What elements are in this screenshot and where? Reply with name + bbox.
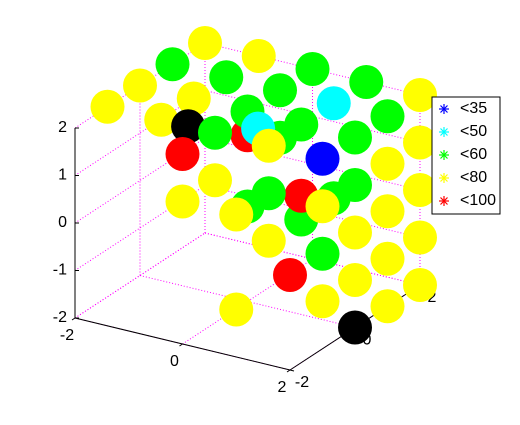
legend-marker [439, 150, 449, 160]
point [305, 284, 340, 319]
point [316, 86, 351, 121]
point [123, 68, 157, 103]
grid-line [139, 275, 356, 328]
point [370, 146, 405, 181]
point [176, 81, 211, 116]
point [188, 26, 222, 60]
x-tick [179, 343, 183, 347]
point [403, 268, 437, 302]
point [251, 176, 286, 211]
z-tick-label: 1 [58, 167, 67, 184]
point [155, 47, 190, 82]
legend-marker-stroke [440, 128, 448, 136]
z-tick-label: 0 [58, 214, 67, 231]
point [251, 128, 286, 163]
point [370, 289, 405, 324]
legend-marker-stroke [440, 197, 448, 205]
legend-marker-stroke [440, 105, 448, 113]
x-tick-label: -2 [60, 327, 74, 344]
legend-label: <80 [460, 169, 487, 186]
point [263, 73, 297, 108]
point [370, 194, 405, 229]
point [273, 258, 307, 292]
point [198, 115, 232, 150]
grid-line [204, 232, 421, 286]
y-tick-label: -2 [295, 374, 309, 391]
y-tick [289, 369, 295, 372]
point [219, 292, 254, 327]
x-tick-label: 2 [278, 379, 287, 396]
legend-marker [439, 104, 449, 114]
point [403, 78, 437, 112]
legend-marker-stroke [440, 151, 448, 159]
point [198, 163, 232, 198]
y-tick-label: 0 [363, 332, 372, 349]
point [338, 215, 372, 250]
x-tick [71, 317, 76, 321]
point [305, 189, 340, 224]
point [284, 107, 319, 142]
x-tick-label: 0 [170, 353, 179, 370]
point [403, 220, 437, 255]
grid-line [74, 232, 206, 319]
z-tick-label: -1 [53, 262, 67, 279]
point [338, 310, 372, 345]
y-tick-label: 2 [428, 289, 437, 306]
point [165, 184, 200, 219]
legend-label: <100 [460, 192, 496, 209]
legend-label: <50 [460, 123, 487, 140]
point [338, 263, 372, 297]
legend-marker [439, 173, 449, 183]
point [241, 39, 276, 73]
legend-marker-stroke [440, 174, 448, 182]
point [219, 197, 254, 232]
point [165, 137, 200, 171]
point [295, 52, 330, 86]
legend-marker [439, 127, 449, 137]
legend-label: <60 [460, 146, 487, 163]
point [370, 241, 405, 276]
point [370, 99, 405, 134]
point [251, 223, 286, 258]
point [403, 125, 437, 160]
point [403, 173, 437, 207]
z-tick-label: 2 [58, 119, 67, 136]
point [171, 109, 206, 144]
point [209, 60, 244, 95]
point [144, 102, 179, 137]
legend-marker [439, 196, 449, 206]
grid-line [204, 42, 421, 96]
x-tick [286, 369, 291, 373]
point [90, 89, 125, 124]
point [305, 141, 340, 176]
point [338, 120, 372, 155]
legend-label: <35 [460, 100, 487, 117]
z-tick-label: -2 [53, 309, 67, 326]
point [305, 236, 340, 271]
point [349, 65, 384, 99]
point [338, 168, 372, 202]
